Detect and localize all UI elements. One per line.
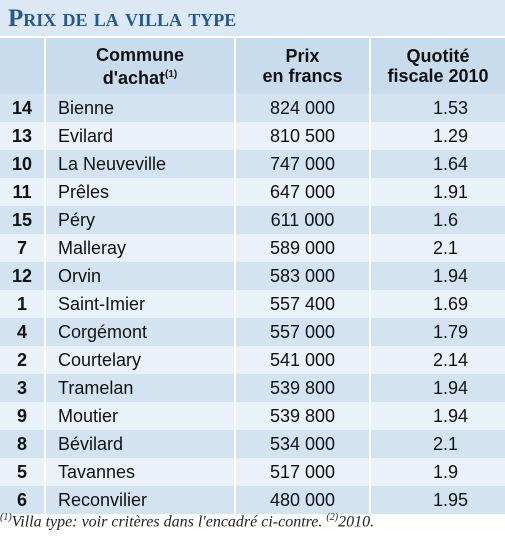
table-row: 8 Bévilard 534 000 2.1 [0,430,505,458]
price-cell: 589 000 [234,234,370,262]
table-body: 14 Bienne 824 000 1.53 13 Evilard 810 500 1.29 1… [0,94,505,514]
header-text: Prix [285,46,320,66]
commune-cell: Prêles [44,178,235,206]
header-cell: Quotité fiscale 2010 [369,38,505,94]
rank-cell: 11 [0,178,45,206]
rank-cell: 13 [0,122,45,150]
price-cell: 810 500 [234,122,370,150]
table-row: 11 Prêles 647 000 1.91 [0,178,505,206]
price-cell: 583 000 [234,262,370,290]
price-cell: 557 400 [234,290,370,318]
commune-cell: Courtelary [44,346,235,374]
rank-cell: 3 [0,374,45,402]
quotite-cell: 1.91 [369,178,505,206]
header-cell: Prix en francs [234,38,370,94]
price-cell: 747 000 [234,150,370,178]
rank-cell: 14 [0,94,45,122]
quotite-cell: 1.6 [369,206,505,234]
table-row: 5 Tavannes 517 000 1.9 [0,458,505,486]
quotite-cell: 1.29 [369,122,505,150]
footnote-ref: (1) [165,68,178,80]
price-cell: 611 000 [234,206,370,234]
header-row: Commune d'achat(1) Prix en francs Quotité f… [0,38,505,94]
quotite-cell: 1.95 [369,486,505,514]
commune-cell: Moutier [44,402,235,430]
table-row: 1 Saint-Imier 557 400 1.69 [0,290,505,318]
table-row: 13 Evilard 810 500 1.29 [0,122,505,150]
rank-cell: 9 [0,402,45,430]
header-text: Commune [95,44,184,65]
table-row: 7 Malleray 589 000 2.1 [0,234,505,262]
title: Prix de la villa type [0,0,505,38]
price-cell: 539 800 [234,402,370,430]
commune-cell: La Neuveville [44,150,235,178]
rank-cell: 4 [0,318,45,346]
footnote-mark: (1) [0,512,12,523]
price-cell: 824 000 [234,94,370,122]
footnote-mark: (2) [326,512,339,523]
price-cell: 557 000 [234,318,370,346]
price-cell: 541 000 [234,346,370,374]
table-row: 10 La Neuveville 747 000 1.64 [0,150,505,178]
header-text: Quotité [406,46,470,66]
rank-cell: 7 [0,234,45,262]
rank-cell: 12 [0,262,45,290]
rank-cell: 1 [0,290,45,318]
header-cell [0,38,45,94]
header-text: d'achat [102,67,166,88]
quotite-cell: 1.69 [369,290,505,318]
commune-cell: Malleray [44,234,235,262]
header-text: en francs [262,66,343,86]
price-cell: 534 000 [234,430,370,458]
price-cell: 647 000 [234,178,370,206]
commune-cell: Péry [44,206,235,234]
header-cell: Commune d'achat(1) [44,38,235,94]
commune-cell: Tavannes [44,458,235,486]
quotite-cell: 1.94 [369,402,505,430]
price-cell: 539 800 [234,374,370,402]
rank-cell: 10 [0,150,45,178]
rank-cell: 6 [0,486,45,514]
table-row: 2 Courtelary 541 000 2.14 [0,346,505,374]
commune-cell: Bévilard [44,430,235,458]
commune-cell: Reconvilier [44,486,235,514]
quotite-cell: 2.1 [369,430,505,458]
footnote-text: 2010. [338,513,375,531]
rank-cell: 2 [0,346,45,374]
quotite-cell: 1.94 [369,262,505,290]
table: Commune d'achat(1) Prix en francs Quotité f… [0,38,505,514]
footnote-text: Villa type: voir critères dans l'encadré… [11,513,323,531]
commune-cell: Orvin [44,262,235,290]
table-row: 3 Tramelan 539 800 1.94 [0,374,505,402]
quotite-cell: 2.14 [369,346,505,374]
table-row: 15 Péry 611 000 1.6 [0,206,505,234]
quotite-cell: 2.1 [369,234,505,262]
quotite-cell: 1.53 [369,94,505,122]
table-row: 4 Corgémont 557 000 1.79 [0,318,505,346]
commune-cell: Corgémont [44,318,235,346]
table-row: 12 Orvin 583 000 1.94 [0,262,505,290]
quotite-cell: 1.64 [369,150,505,178]
rank-cell: 5 [0,458,45,486]
table-row: 6 Reconvilier 480 000 1.95 [0,486,505,514]
header-text: fiscale 2010 [387,66,489,86]
quotite-cell: 1.79 [369,318,505,346]
table-row: 9 Moutier 539 800 1.94 [0,402,505,430]
price-cell: 517 000 [234,458,370,486]
quotite-cell: 1.94 [369,374,505,402]
footnote: (1)Villa type: voir critères dans l'enca… [0,512,374,531]
commune-cell: Bienne [44,94,235,122]
rank-cell: 15 [0,206,45,234]
commune-cell: Saint-Imier [44,290,235,318]
rank-cell: 8 [0,430,45,458]
table-row: 14 Bienne 824 000 1.53 [0,94,505,122]
quotite-cell: 1.9 [369,458,505,486]
price-cell: 480 000 [234,486,370,514]
commune-cell: Tramelan [44,374,235,402]
commune-cell: Evilard [44,122,235,150]
